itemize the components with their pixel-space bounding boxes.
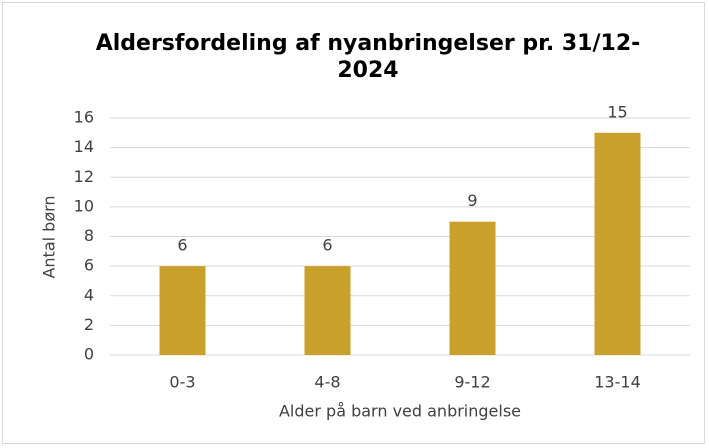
x-tick-label: 0-3	[169, 373, 195, 392]
x-axis-title: Alder på barn ved anbringelse	[279, 402, 521, 421]
data-label: 6	[322, 236, 332, 255]
chart-title: Aldersfordeling af nyanbringelser pr. 31…	[95, 31, 641, 83]
data-label: 9	[467, 191, 477, 210]
bar	[159, 266, 206, 355]
y-tick-label: 8	[84, 226, 94, 245]
y-tick-label: 0	[84, 345, 94, 364]
bar	[304, 266, 351, 355]
y-tick-label: 10	[74, 196, 94, 215]
data-label: 6	[177, 236, 187, 255]
y-tick-label: 4	[84, 285, 94, 304]
y-tick-label: 16	[74, 108, 94, 127]
data-label: 15	[607, 102, 627, 121]
y-tick-label: 6	[84, 256, 94, 275]
y-tick-label: 12	[74, 167, 94, 186]
x-tick-label: 9-12	[454, 373, 490, 392]
x-tick-label: 13-14	[594, 373, 641, 392]
y-axis-title: Antal børn	[40, 195, 59, 278]
y-tick-label: 2	[84, 315, 94, 334]
bar	[449, 221, 496, 355]
x-tick-label: 4-8	[314, 373, 340, 392]
bar	[594, 132, 641, 355]
y-tick-label: 14	[74, 137, 94, 156]
chart-border	[2, 2, 705, 444]
